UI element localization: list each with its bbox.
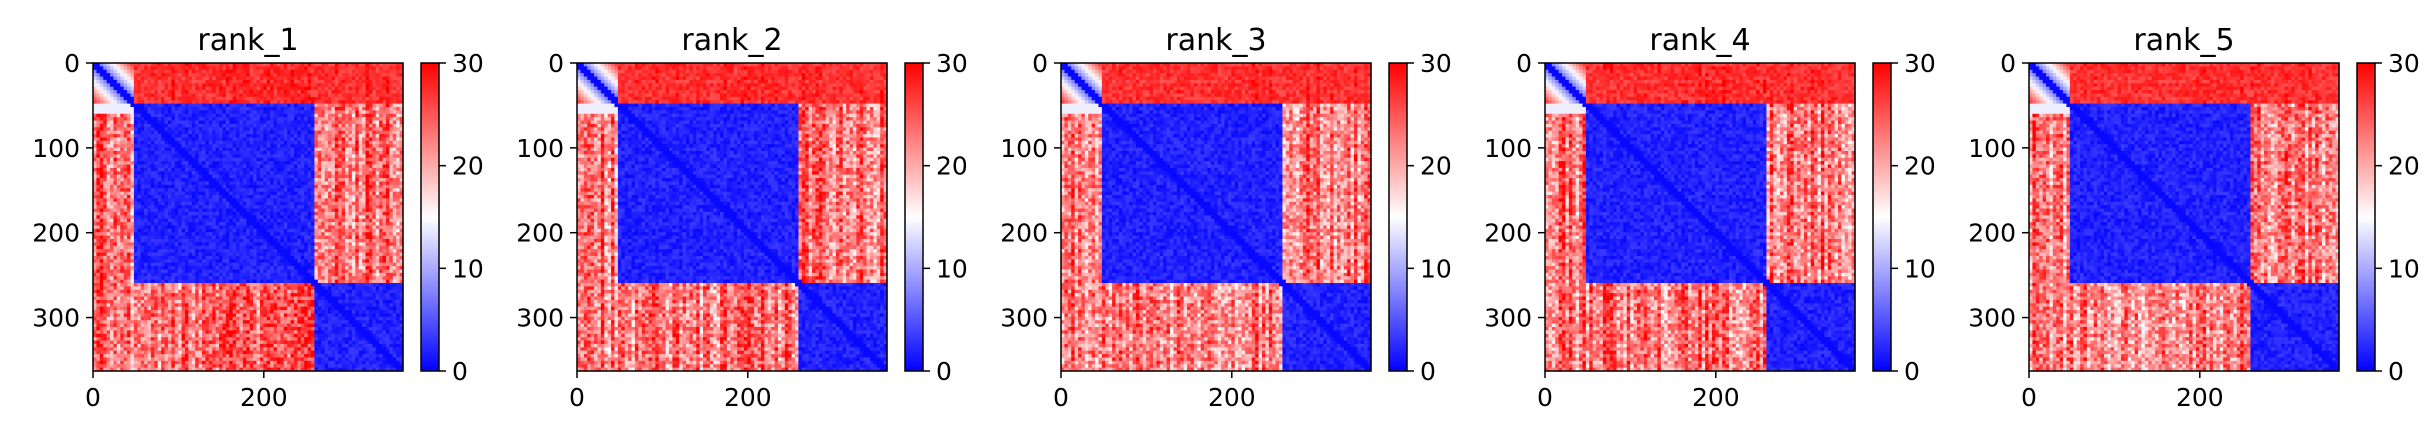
- y-tick-label: 100: [32, 134, 80, 163]
- y-tick-label: 0: [1516, 49, 1532, 78]
- y-tick-label: 200: [516, 219, 564, 248]
- y-tick-label: 0: [64, 49, 80, 78]
- heatmap-panel-4: rank_4 0 100 200 300 0 200 0 10 20 30: [1484, 23, 1936, 412]
- colorbar-tick-label: 20: [1420, 152, 1452, 181]
- colorbar-tick-label: 10: [2388, 254, 2420, 283]
- colorbar-tick-label: 30: [1904, 49, 1936, 78]
- panel-title: rank_3: [1165, 23, 1266, 58]
- axes-frame: [576, 62, 888, 372]
- x-tick-label: 200: [1692, 383, 1740, 412]
- y-tick-label: 200: [1484, 219, 1532, 248]
- colorbar-tick-label: 10: [1420, 254, 1452, 283]
- y-tick-label: 300: [1968, 304, 2016, 333]
- heatmap-cells: [577, 63, 888, 372]
- colorbar-tick-label: 30: [936, 49, 968, 78]
- colorbar: [1872, 62, 1892, 372]
- heatmap-panel-3: rank_3 0 100 200 300 0 200 0 10 20 30: [1000, 23, 1452, 412]
- x-tick-label: 200: [724, 383, 772, 412]
- heatmap-panel-5: rank_5 0 100 200 300 0 200 0 10 20 30: [1968, 23, 2420, 412]
- x-tick-label: 0: [85, 383, 101, 412]
- heatmap-cells: [1545, 63, 1856, 372]
- colorbar: [1388, 62, 1408, 372]
- colorbar-tick-label: 0: [2388, 357, 2404, 386]
- y-tick-label: 100: [516, 134, 564, 163]
- colorbar-tick-label: 10: [1904, 254, 1936, 283]
- y-tick-label: 300: [1000, 304, 1048, 333]
- colorbar-tick-label: 20: [936, 152, 968, 181]
- colorbar-tick-label: 0: [936, 357, 952, 386]
- y-tick-label: 0: [548, 49, 564, 78]
- y-tick-label: 0: [1032, 49, 1048, 78]
- heatmap-cells: [2029, 63, 2340, 372]
- heatmap-panel-2: rank_2 0 100 200 300 0 200 0 10 20 30: [516, 23, 968, 412]
- y-tick-label: 200: [32, 219, 80, 248]
- panel-title: rank_4: [1649, 23, 1750, 58]
- panel-title: rank_1: [197, 23, 298, 58]
- colorbar-tick-label: 30: [1420, 49, 1452, 78]
- y-tick-label: 300: [32, 304, 80, 333]
- heatmap-cells: [1061, 63, 1372, 372]
- axes-frame: [92, 62, 404, 372]
- x-tick-label: 0: [1537, 383, 1553, 412]
- heatmap-panel-1: rank_1 0 100 200 300 0 200 0 10 20 30: [32, 23, 484, 412]
- y-tick-label: 200: [1000, 219, 1048, 248]
- x-tick-label: 200: [240, 383, 288, 412]
- colorbar-tick-label: 0: [1420, 357, 1436, 386]
- y-tick-label: 100: [1484, 134, 1532, 163]
- x-tick-label: 200: [1208, 383, 1256, 412]
- axes-frame: [1544, 62, 1856, 372]
- heatmap-cells: [93, 63, 404, 372]
- y-tick-label: 100: [1968, 134, 2016, 163]
- colorbar: [420, 62, 440, 372]
- colorbar-tick-label: 0: [452, 357, 468, 386]
- axes-frame: [2028, 62, 2340, 372]
- colorbar-tick-label: 20: [2388, 152, 2420, 181]
- colorbar-tick-label: 10: [936, 254, 968, 283]
- colorbar-tick-label: 0: [1904, 357, 1920, 386]
- y-tick-label: 100: [1000, 134, 1048, 163]
- colorbar-tick-label: 20: [1904, 152, 1936, 181]
- colorbar-tick-label: 30: [2388, 49, 2420, 78]
- y-tick-label: 300: [1484, 304, 1532, 333]
- colorbar: [904, 62, 924, 372]
- y-tick-label: 0: [2000, 49, 2016, 78]
- colorbar: [2356, 62, 2376, 372]
- panel-title: rank_2: [681, 23, 782, 58]
- y-tick-label: 200: [1968, 219, 2016, 248]
- x-tick-label: 200: [2176, 383, 2224, 412]
- axes-frame: [1060, 62, 1372, 372]
- panel-title: rank_5: [2133, 23, 2234, 58]
- x-tick-label: 0: [2021, 383, 2037, 412]
- colorbar-tick-label: 30: [452, 49, 484, 78]
- x-tick-label: 0: [569, 383, 585, 412]
- x-tick-label: 0: [1053, 383, 1069, 412]
- y-tick-label: 300: [516, 304, 564, 333]
- colorbar-tick-label: 20: [452, 152, 484, 181]
- colorbar-tick-label: 10: [452, 254, 484, 283]
